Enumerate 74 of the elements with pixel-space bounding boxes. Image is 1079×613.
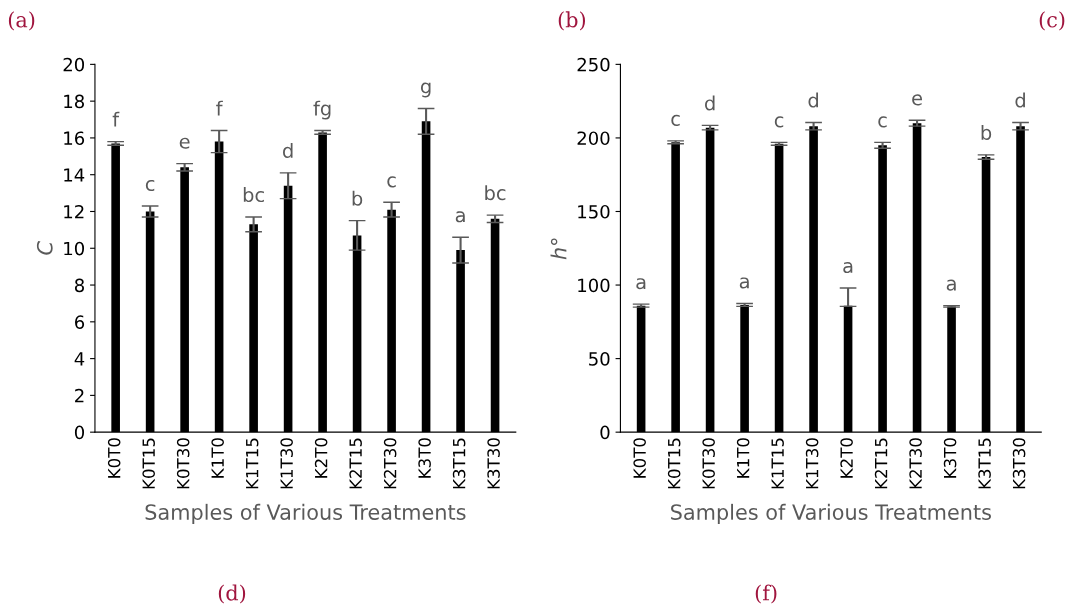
data-label: bc: [485, 185, 506, 201]
data-label: d: [705, 95, 715, 111]
data-label: bc: [243, 187, 264, 203]
x-tick-label: K1T0: [211, 438, 224, 478]
x-tick-label: K1T30: [280, 438, 293, 489]
y-tick-label: 12: [64, 204, 84, 219]
x-tick-label: K3T15: [978, 438, 991, 489]
x-tick-label: K3T0: [943, 438, 957, 478]
text: (b): [558, 11, 586, 31]
x-tick-label: K0T15: [142, 438, 155, 489]
data-label: d: [283, 142, 293, 158]
x-tick-label: K3T30: [487, 438, 500, 489]
data-label: c: [878, 116, 887, 128]
y-tick-label: 10: [64, 241, 85, 256]
data-label: f: [216, 100, 223, 116]
data-label: d: [808, 92, 818, 108]
x-tick-label: K2T30: [909, 438, 922, 489]
data-label: b: [352, 190, 363, 206]
text: (d): [218, 584, 246, 604]
x-tick-label: K3T0: [418, 438, 431, 478]
data-label: c: [671, 114, 680, 126]
data-label: f: [112, 111, 120, 127]
data-label: e: [179, 137, 190, 149]
x-tick-label: K0T15: [667, 438, 681, 489]
data-label: a: [455, 211, 465, 223]
data-label: c: [387, 176, 396, 188]
x-tick-label: K3T30: [1012, 438, 1026, 489]
y-tick-label: 8: [74, 278, 84, 293]
x-tick-label: K3T15: [452, 438, 466, 489]
data-label: b: [981, 124, 992, 140]
y-tick-label: 100: [578, 278, 610, 293]
y-tick-label: 16: [64, 131, 85, 146]
y-axis-title: C: [36, 241, 53, 255]
data-label: a: [739, 277, 749, 289]
data-label: c: [774, 116, 784, 128]
data-label: a: [946, 279, 956, 291]
y-tick-label: 6: [75, 315, 85, 329]
data-label: e: [912, 94, 923, 106]
data-label: g: [420, 82, 431, 98]
y-tick-label: 4: [74, 352, 85, 366]
y-tick-label: 0: [74, 425, 85, 440]
y-tick-label: 2: [75, 388, 84, 403]
data-label: a: [843, 261, 853, 274]
y-axis-title: h°: [550, 238, 567, 260]
x-tick-label: K2T15: [349, 438, 362, 489]
y-tick-label: 0: [600, 425, 610, 440]
y-tick-label: 14: [64, 168, 85, 182]
data-label: fg: [313, 100, 331, 120]
text: (c): [1039, 11, 1065, 31]
data-label: c: [145, 179, 155, 192]
x-tick-label: K0T0: [107, 438, 121, 478]
x-tick-label: K0T0: [633, 438, 646, 478]
x-tick-label: K0T30: [176, 438, 190, 489]
y-tick-label: 250: [577, 57, 610, 72]
x-axis-title: Samples of Various Treatments: [671, 503, 991, 524]
x-tick-label: K2T30: [383, 438, 397, 489]
data-label: d: [1015, 92, 1025, 108]
x-tick-label: K1T0: [736, 438, 750, 478]
y-tick-label: 200: [577, 131, 610, 146]
x-tick-label: K2T0: [314, 438, 328, 478]
y-tick-label: 150: [578, 204, 610, 219]
x-tick-label: K2T15: [874, 438, 888, 489]
data-label: a: [636, 278, 646, 290]
x-axis-title: Samples of Various Treatments: [145, 503, 466, 524]
x-tick-label: K0T30: [702, 438, 715, 489]
y-tick-label: 18: [64, 94, 84, 109]
text: (a): [8, 11, 35, 31]
x-tick-label: K1T30: [805, 438, 819, 489]
y-tick-label: 50: [589, 352, 610, 366]
y-tick-label: 20: [63, 57, 85, 72]
x-tick-label: K1T15: [771, 438, 784, 489]
text: (f): [755, 584, 777, 604]
x-tick-label: K2T0: [840, 438, 853, 478]
x-tick-label: K1T15: [246, 438, 259, 489]
